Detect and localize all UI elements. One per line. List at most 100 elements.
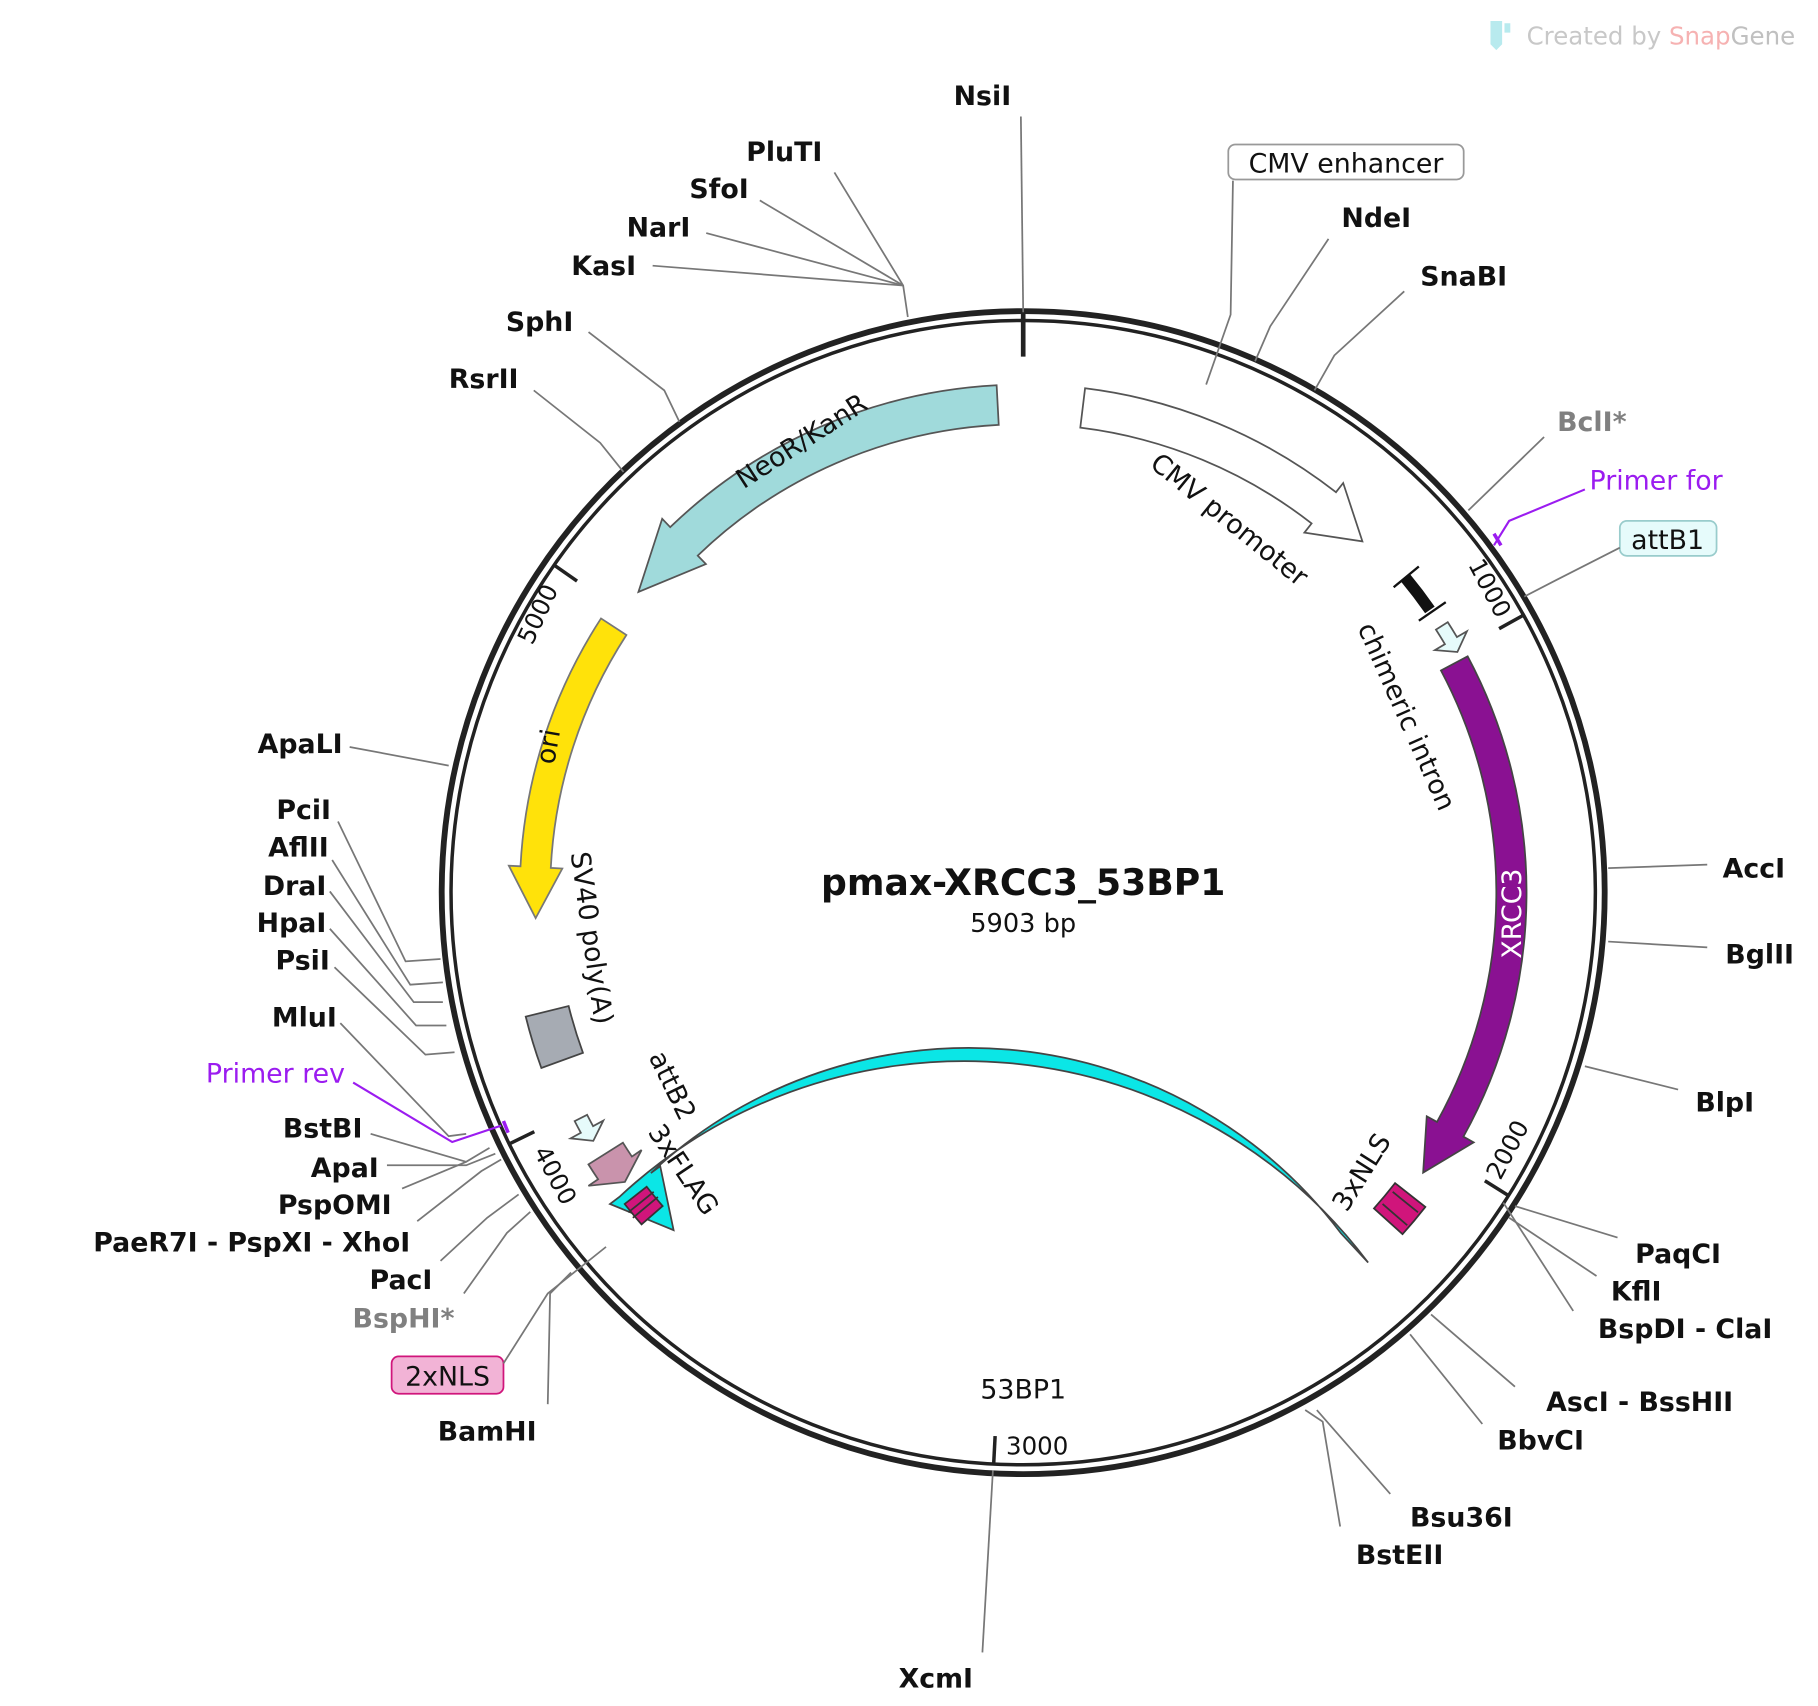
leader-line	[370, 1132, 490, 1163]
enzyme-label[interactable]: AccI	[1723, 853, 1785, 884]
enzyme-site-psii[interactable]: PsiI	[276, 946, 455, 1056]
cmv-enhancer-label[interactable]: CMV enhancer	[1205, 143, 1465, 385]
enzyme-label[interactable]: SphI	[506, 307, 574, 338]
enzyme-label[interactable]: PaqCI	[1635, 1239, 1721, 1270]
enzyme-label[interactable]: AflII	[268, 832, 329, 863]
enzyme-site-pcii[interactable]: PciI	[276, 795, 441, 963]
enzyme-label[interactable]: BspDI - ClaI	[1598, 1314, 1772, 1345]
attb2-arrow[interactable]	[567, 1113, 606, 1142]
enzyme-site-pspomi[interactable]: PspOMI	[278, 1160, 467, 1221]
enzyme-label[interactable]: PspOMI	[278, 1190, 392, 1221]
enzyme-label[interactable]: AscI - BssHII	[1546, 1387, 1733, 1418]
enzyme-label[interactable]: ApaI	[311, 1153, 379, 1184]
enzyme-site-paci[interactable]: PacI	[370, 1193, 520, 1296]
enzyme-site-sfoi[interactable]: SfoI	[689, 174, 904, 287]
enzyme-label[interactable]: XcmI	[899, 1663, 973, 1694]
enzyme-label[interactable]: HpaI	[257, 908, 327, 939]
enzyme-label[interactable]: PacI	[370, 1265, 433, 1296]
cmv-promoter-arrow[interactable]	[1079, 387, 1364, 543]
tick-mark	[508, 1130, 536, 1146]
enzyme-site-hpai[interactable]: HpaI	[257, 908, 447, 1027]
enzyme-site-snabi[interactable]: SnaBI	[1313, 261, 1508, 391]
enzyme-site-drai[interactable]: DraI	[263, 871, 443, 1004]
enzyme-site-nsii[interactable]: NsiI	[954, 81, 1025, 313]
enzyme-site-xcmi[interactable]: XcmI	[899, 1470, 994, 1695]
feature-label-53bp1[interactable]: 53BP1	[980, 1374, 1066, 1405]
leader-line	[1584, 1065, 1679, 1091]
2xnls-label[interactable]: 2xNLS	[390, 1246, 607, 1395]
enzyme-site-bcli[interactable]: BclI*	[1467, 407, 1627, 512]
enzyme-site-bstbi[interactable]: BstBI	[283, 1113, 490, 1163]
feature-label-sv40[interactable]: SV40 poly(A)	[564, 850, 619, 1027]
enzyme-label[interactable]: RsrII	[449, 364, 519, 395]
tick-mark	[1498, 613, 1525, 631]
enzyme-site-asci[interactable]: AscI - BssHII	[1430, 1313, 1733, 1418]
enzyme-site-bspdi[interactable]: BspDI - ClaI	[1502, 1202, 1772, 1345]
enzyme-label[interactable]: BstBI	[283, 1113, 363, 1144]
enzyme-site-blpi[interactable]: BlpI	[1584, 1065, 1754, 1119]
enzyme-site-bsphi[interactable]: BspHI*	[353, 1211, 531, 1334]
attb1-label[interactable]: attB1	[1523, 520, 1718, 598]
enzyme-site-sphi[interactable]: SphI	[506, 307, 681, 423]
enzyme-label[interactable]: BclI*	[1557, 407, 1626, 438]
enzyme-site-mlui[interactable]: MluI	[272, 1003, 467, 1138]
enzyme-site-paer7i[interactable]: PaeR7I - PspXI - XhoI	[93, 1158, 502, 1259]
enzyme-label[interactable]: ApaLI	[258, 729, 343, 760]
enzyme-label[interactable]: NsiI	[954, 81, 1012, 112]
enzyme-label[interactable]: BstEII	[1356, 1540, 1443, 1571]
enzyme-label[interactable]: PaeR7I - PspXI - XhoI	[93, 1228, 410, 1259]
3xflag-arrow[interactable]	[587, 1141, 643, 1187]
enzyme-label[interactable]: PsiI	[276, 946, 330, 977]
enzyme-site-kasi[interactable]: KasI	[571, 251, 904, 287]
enzyme-site-aflii[interactable]: AflII	[268, 832, 443, 986]
intron-end	[1418, 601, 1447, 622]
enzyme-site-ndei[interactable]: NdeI	[1254, 203, 1411, 362]
enzyme-site-nari[interactable]: NarI	[627, 213, 904, 287]
leader-line	[339, 1022, 467, 1138]
enzyme-label[interactable]: SnaBI	[1420, 261, 1507, 292]
enzyme-site-rsrii[interactable]: RsrII	[449, 364, 625, 473]
enzyme-label[interactable]: KflI	[1611, 1276, 1662, 1307]
enzyme-label[interactable]: BamHI	[438, 1416, 537, 1447]
enzyme-label[interactable]: PciI	[276, 795, 331, 826]
chimeric-intron-bar[interactable]	[1400, 573, 1435, 614]
enzyme-label[interactable]: BglII	[1725, 940, 1794, 971]
enzyme-site-bsteii[interactable]: BstEII	[1304, 1409, 1443, 1571]
enzyme-site-bsu36i[interactable]: Bsu36I	[1316, 1409, 1513, 1534]
3xnls-box[interactable]	[1372, 1181, 1427, 1236]
enzyme-label[interactable]: MluI	[272, 1003, 337, 1034]
enzyme-site-bbvci[interactable]: BbvCI	[1409, 1333, 1584, 1457]
enzyme-label[interactable]: KasI	[571, 251, 636, 282]
nls-stripe	[632, 1196, 659, 1219]
xrcc3-arrow[interactable]	[1422, 655, 1528, 1175]
enzyme-label[interactable]: BspHI*	[353, 1303, 455, 1334]
enzyme-site-apali[interactable]: ApaLI	[258, 729, 449, 767]
feature-label-attb2[interactable]: attB2	[642, 1046, 702, 1125]
enzyme-label[interactable]: SfoI	[689, 174, 748, 205]
enzyme-label[interactable]: BlpI	[1695, 1088, 1754, 1119]
enzyme-label[interactable]: NarI	[627, 213, 691, 244]
2xnls-box[interactable]	[623, 1185, 664, 1226]
ori-arrow[interactable]	[507, 617, 628, 921]
enzyme-label[interactable]: Bsu36I	[1410, 1503, 1513, 1534]
enzyme-site-bglii[interactable]: BglII	[1608, 940, 1794, 971]
enzyme-site-bamhi[interactable]: BamHI	[438, 1271, 572, 1448]
enzyme-site-pluti[interactable]: PluTI	[746, 137, 909, 318]
enzyme-label[interactable]: PluTI	[746, 137, 822, 168]
leader-line	[401, 1160, 467, 1190]
primer-for[interactable]: Primer for	[1492, 465, 1724, 547]
sv40-polya-box[interactable]	[524, 1004, 585, 1070]
enzyme-site-paqci[interactable]: PaqCI	[1514, 1205, 1721, 1270]
neo-kanr-arrow[interactable]	[637, 384, 1000, 594]
53bp1-arrow[interactable]	[608, 1047, 1369, 1264]
enzyme-site-acci[interactable]: AccI	[1608, 853, 1785, 884]
enzyme-site-kfli[interactable]: KflI	[1508, 1217, 1662, 1308]
enzyme-label[interactable]: BbvCI	[1497, 1426, 1584, 1457]
enzyme-site-apai[interactable]: ApaI	[311, 1152, 496, 1184]
enzyme-label[interactable]: NdeI	[1341, 203, 1411, 234]
attb1-arrow[interactable]	[1432, 620, 1469, 653]
primer-rev[interactable]: Primer rev	[206, 1059, 510, 1144]
feature-label-xrcc3[interactable]: XRCC3	[1497, 869, 1528, 959]
feature-label-ori[interactable]: ori	[530, 727, 567, 767]
enzyme-label[interactable]: DraI	[263, 871, 327, 902]
